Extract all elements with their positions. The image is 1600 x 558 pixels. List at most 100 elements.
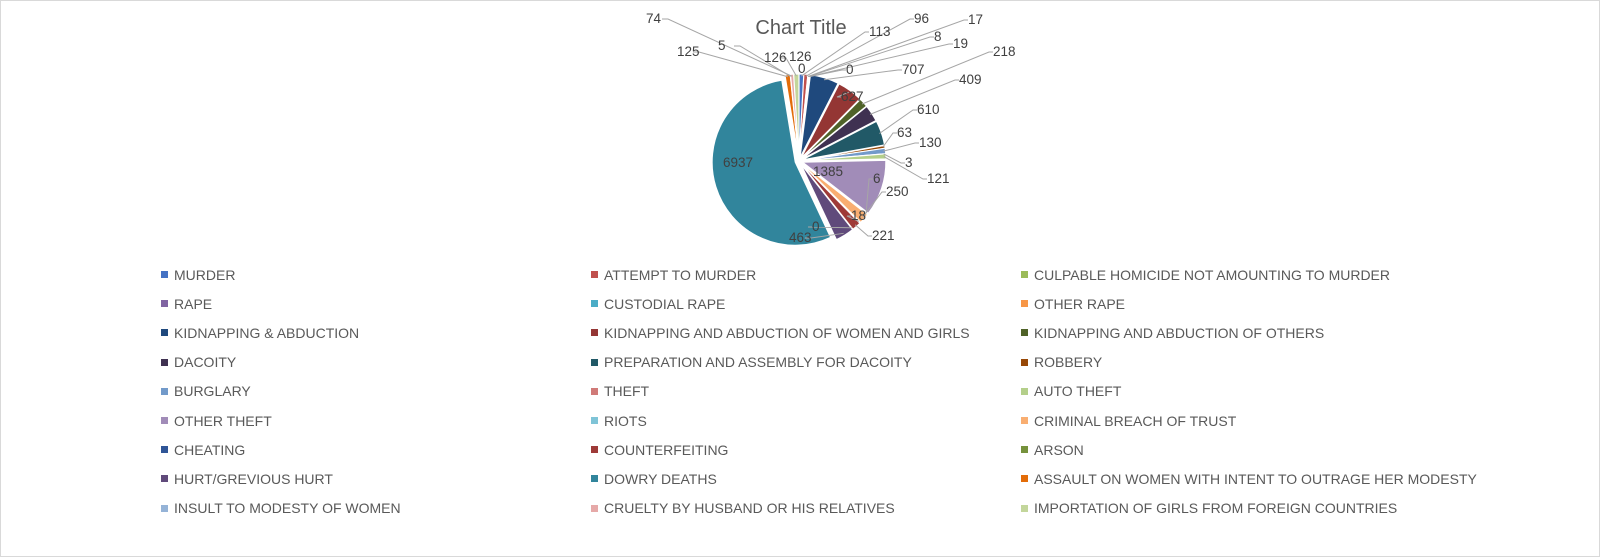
legend-item: MURDER xyxy=(161,260,591,289)
legend-item: HURT/GREVIOUS HURT xyxy=(161,464,591,493)
legend-label: IMPORTATION OF GIRLS FROM FOREIGN COUNTR… xyxy=(1034,500,1398,517)
legend-swatch xyxy=(1021,387,1028,395)
pie-slice xyxy=(801,98,868,159)
legend-label: RIOTS xyxy=(604,412,647,429)
legend-item: CHEATING xyxy=(161,435,591,464)
leader-line xyxy=(865,178,873,214)
legend-swatch xyxy=(161,504,168,512)
leader-line xyxy=(862,191,886,218)
legend-label: ARSON xyxy=(1034,441,1084,458)
data-label: 218 xyxy=(993,44,1016,59)
legend-item: KIDNAPPING & ABDUCTION xyxy=(161,318,591,347)
data-label: 6937 xyxy=(723,155,753,170)
legend-label: ATTEMPT TO MURDER xyxy=(604,266,757,283)
data-label: 63 xyxy=(897,125,912,140)
leader-line xyxy=(801,31,869,77)
legend-swatch xyxy=(161,417,168,425)
leader-line xyxy=(883,156,927,180)
leader-line xyxy=(807,226,852,229)
legend-item: COUNTERFEITING xyxy=(591,435,1021,464)
legend-swatch xyxy=(591,475,598,483)
legend-swatch xyxy=(591,387,598,395)
legend-swatch xyxy=(1021,358,1028,366)
leader-line xyxy=(836,91,850,98)
legend-swatch xyxy=(591,358,598,366)
legend-label: MURDER xyxy=(174,266,236,283)
legend-swatch xyxy=(1021,271,1028,279)
legend-swatch xyxy=(161,358,168,366)
data-label: 19 xyxy=(953,36,968,51)
legend-swatch xyxy=(1021,475,1028,483)
data-label: 126 xyxy=(764,50,787,65)
legend-item: OTHER THEFT xyxy=(161,406,591,435)
legend-item: RIOTS xyxy=(591,406,1021,435)
data-label: 74 xyxy=(646,11,662,26)
legend-item: OTHER RAPE xyxy=(1021,289,1451,318)
leader-line xyxy=(823,69,902,81)
data-label: 221 xyxy=(872,228,895,243)
data-label: 627 xyxy=(841,89,864,104)
legend-swatch xyxy=(1021,329,1028,337)
data-label: 126 xyxy=(789,49,812,64)
leader-line xyxy=(846,215,860,222)
legend-label: CUSTODIAL RAPE xyxy=(604,295,726,312)
data-label: 130 xyxy=(919,135,942,150)
legend-swatch xyxy=(591,329,598,337)
leader-line xyxy=(883,142,919,152)
legend-swatch xyxy=(161,271,168,279)
data-label: 610 xyxy=(917,102,940,117)
leader-line xyxy=(807,19,968,77)
leader-line xyxy=(879,109,917,134)
leader-line xyxy=(805,232,844,239)
legend-item: RAPE xyxy=(161,289,591,318)
legend-item: IMPORTATION OF GIRLS FROM FOREIGN COUNTR… xyxy=(1021,494,1451,523)
legend-label: AUTO THEFT xyxy=(1034,383,1122,400)
legend-item: CUSTODIAL RAPE xyxy=(591,289,1021,318)
leader-line xyxy=(882,132,897,148)
legend-item: ATTEMPT TO MURDER xyxy=(591,260,1021,289)
legend-item: KIDNAPPING AND ABDUCTION OF OTHERS xyxy=(1021,318,1451,347)
data-label: 121 xyxy=(927,171,950,186)
legend-swatch xyxy=(161,446,168,454)
chart-title: Chart Title xyxy=(755,17,847,39)
data-label: 8 xyxy=(934,29,942,44)
legend-label: COUNTERFEITING xyxy=(604,441,729,458)
legend-item: DOWRY DEATHS xyxy=(591,464,1021,493)
data-label: 125 xyxy=(677,44,700,59)
data-label: 113 xyxy=(869,24,891,39)
legend-label: CRUELTY BY HUSBAND OR HIS RELATIVES xyxy=(604,500,895,517)
data-label: 409 xyxy=(959,72,982,87)
legend-swatch xyxy=(1021,504,1028,512)
legend-item: KIDNAPPING AND ABDUCTION OF WOMEN AND GI… xyxy=(591,318,1021,347)
pie-slice xyxy=(800,164,854,241)
legend-swatch xyxy=(161,300,168,308)
data-label: 250 xyxy=(886,184,909,199)
legend-label: CRIMINAL BREACH OF TRUST xyxy=(1034,412,1237,429)
leader-line xyxy=(883,153,905,164)
data-label: 5 xyxy=(718,38,726,53)
legend-item: PREPARATION AND ASSEMBLY FOR DACOITY xyxy=(591,348,1021,377)
legend-label: THEFT xyxy=(604,383,650,400)
pie-slice xyxy=(802,153,887,162)
legend-item: DACOITY xyxy=(161,348,591,377)
leader-line xyxy=(854,224,872,237)
legend-item: INSULT TO MODESTY OF WOMEN xyxy=(161,494,591,523)
legend-swatch xyxy=(1021,417,1028,425)
legend-label: RAPE xyxy=(174,295,213,312)
legend-label: OTHER RAPE xyxy=(1034,295,1126,312)
legend-label: BURGLARY xyxy=(174,383,251,400)
legend-label: DACOITY xyxy=(174,354,237,371)
legend-item: ASSAULT ON WOMEN WITH INTENT TO OUTRAGE … xyxy=(1021,464,1477,493)
legend-swatch xyxy=(591,417,598,425)
pie-slice xyxy=(793,73,800,158)
legend-label: KIDNAPPING AND ABDUCTION OF WOMEN AND GI… xyxy=(604,324,970,341)
legend-label: ASSAULT ON WOMEN WITH INTENT TO OUTRAGE … xyxy=(1034,470,1477,487)
legend-swatch xyxy=(161,329,168,337)
legend-swatch xyxy=(1021,300,1028,308)
legend-swatch xyxy=(161,387,168,395)
pie-slice xyxy=(711,79,832,246)
pie-slice xyxy=(800,83,861,159)
pie-slice xyxy=(801,159,887,214)
legend-label: DOWRY DEATHS xyxy=(604,470,717,487)
